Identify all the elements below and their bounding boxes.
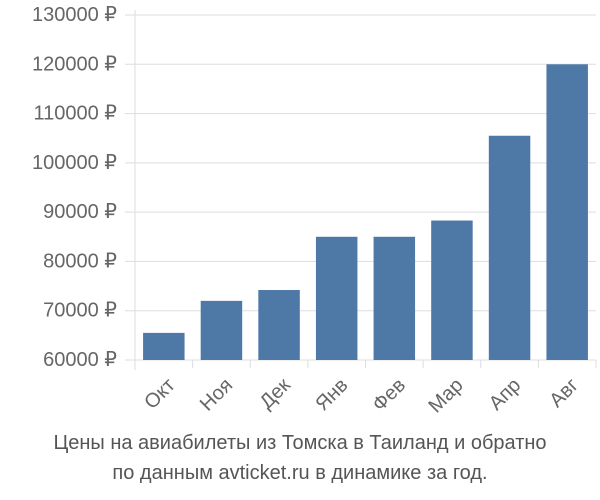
bar-5 [373, 236, 416, 360]
y-tick-label: 90000 ₽ [43, 201, 117, 223]
x-tick-label: Ноя [196, 374, 237, 415]
bar-4 [315, 236, 358, 360]
x-tick-label: Окт [140, 374, 179, 413]
y-tick-label: 80000 ₽ [43, 250, 117, 272]
y-tick-label: 60000 ₽ [43, 349, 117, 371]
bar-7 [488, 135, 531, 360]
y-tick-label: 120000 ₽ [32, 53, 117, 75]
bar-2 [200, 300, 243, 360]
bar-chart: 60000 ₽ 70000 ₽ 80000 ₽ 90000 ₽ 100000 ₽ 1100… [32, 4, 597, 417]
bar-8 [546, 64, 588, 361]
bar-1 [143, 332, 185, 360]
bar-6 [431, 220, 473, 360]
y-tick-label: 100000 ₽ [32, 152, 117, 174]
caption-line-2: по данным avticket.ru в динамике за год. [112, 462, 488, 484]
y-tick-label: 110000 ₽ [33, 103, 117, 125]
x-tick-label: Апр [485, 374, 526, 415]
x-tick-label: Авг [545, 374, 583, 412]
y-tick-label: 70000 ₽ [43, 300, 117, 322]
y-tick-label: 130000 ₽ [32, 4, 117, 26]
x-tick-label: Фев [368, 374, 410, 416]
chart-caption: Цены на авиабилеты из Томска в Таиланд и… [0, 428, 600, 488]
bar-3 [258, 290, 300, 360]
x-tick-label: Янв [311, 374, 352, 415]
x-tick-label: Мар [424, 374, 467, 417]
caption-line-1: Цены на авиабилеты из Томска в Таиланд и… [53, 432, 547, 454]
x-tick-label: Дек [256, 374, 295, 413]
